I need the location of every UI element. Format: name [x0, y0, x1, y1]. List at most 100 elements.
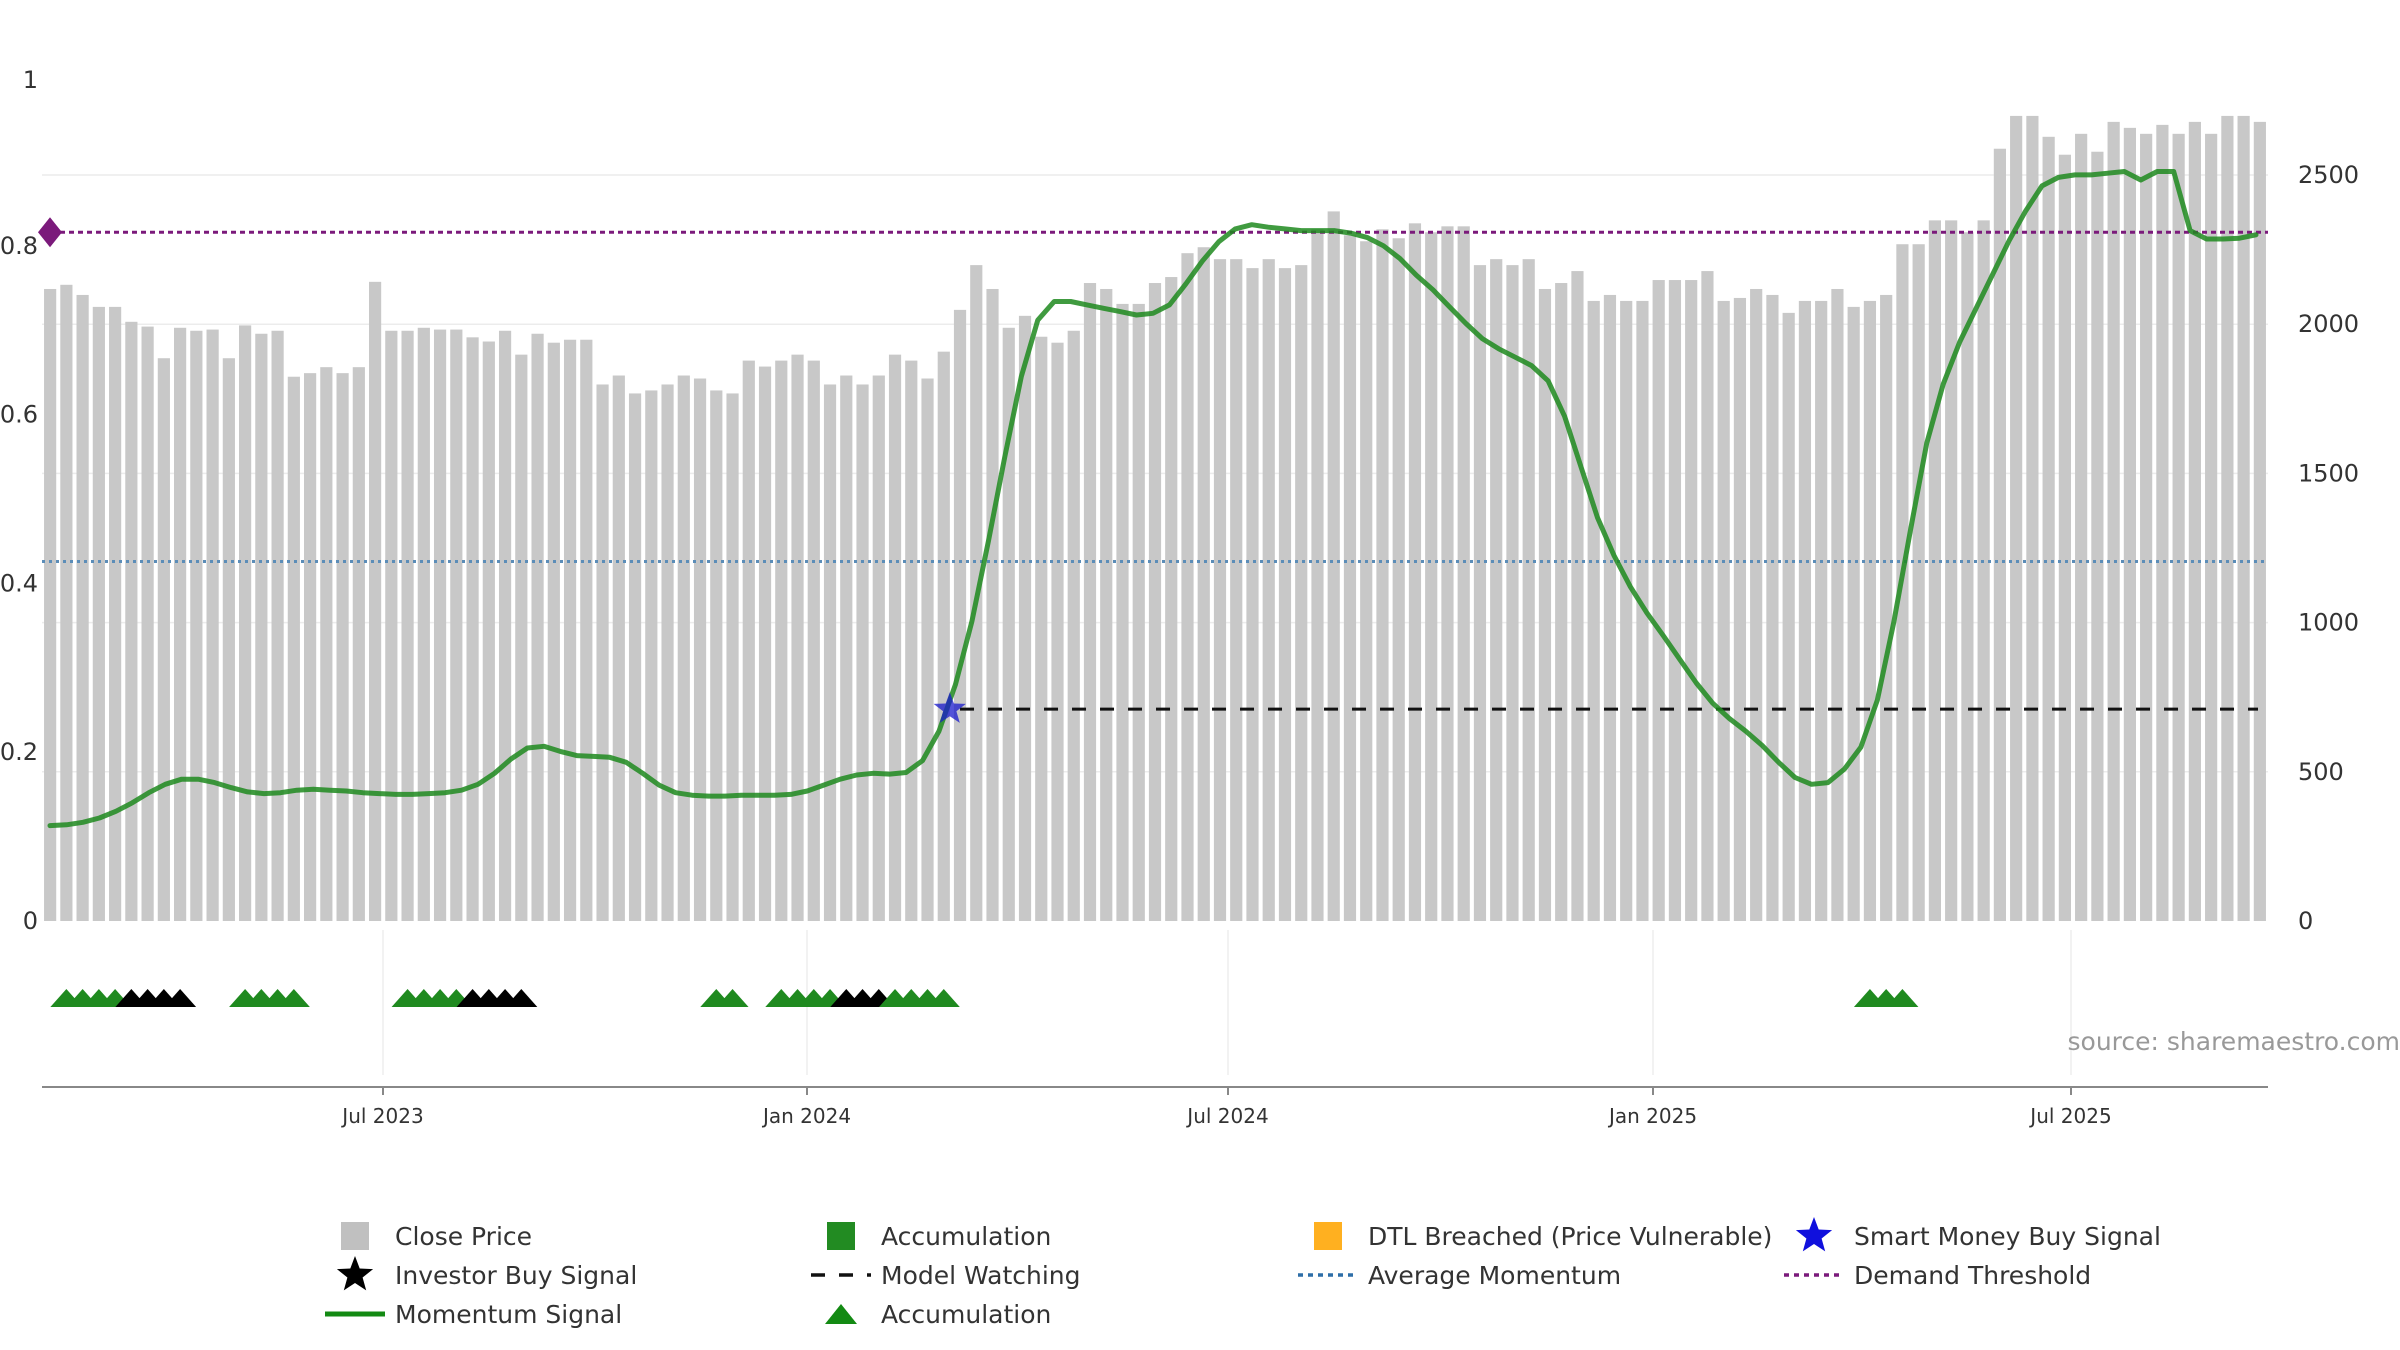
close-price-bar [433, 329, 447, 922]
close-price-bar [840, 375, 853, 922]
left-tick-label: 0.2 [0, 738, 38, 766]
close-price-bar [758, 366, 772, 921]
close-price-bar [2058, 154, 2071, 921]
close-price-bar [1733, 297, 1747, 921]
close-price-bar [742, 360, 755, 921]
close-price-bar [2075, 133, 2088, 921]
x-tick-label: Jan 2024 [761, 1104, 851, 1128]
close-price-bar [44, 288, 57, 922]
close-price-bar [466, 337, 479, 921]
close-price-bar [1457, 226, 1470, 921]
legend-item: Demand Threshold [1784, 1261, 2091, 1290]
close-price-bar [304, 373, 317, 922]
close-price-bar [726, 393, 739, 921]
close-price-bar [125, 321, 138, 921]
close-price-bar [1945, 220, 1958, 921]
close-price-bar [1571, 271, 1584, 921]
close-price-bar [1083, 283, 1097, 921]
close-price-bar [1522, 259, 1535, 921]
accumulation-marker [927, 989, 960, 1007]
demand-threshold-marker [38, 217, 62, 248]
axes: Jul 2023 Jan 2024 Jul 2024 Jan 2025 Jul 2025… [0, 66, 2400, 1128]
close-price-bar [547, 342, 560, 921]
accumulation-marker [716, 989, 749, 1007]
close-price-bar [2237, 115, 2250, 921]
close-price-bar [563, 339, 577, 921]
close-price-bar [1636, 300, 1649, 921]
close-price-bar [937, 351, 950, 921]
legend-label: DTL Breached (Price Vulnerable) [1368, 1222, 1772, 1251]
legend-swatch-square [341, 1222, 369, 1250]
close-price-bar [2205, 133, 2218, 921]
close-price-bar [239, 325, 252, 922]
close-price-bar [1798, 300, 1812, 921]
close-price-bar [417, 327, 430, 922]
accumulation-marker [1886, 989, 1919, 1007]
close-price-bar [450, 329, 463, 922]
close-price-bar [1360, 241, 1373, 921]
close-price-bar [1376, 229, 1389, 921]
close-price-bar [2156, 124, 2169, 922]
close-price-bar [921, 378, 934, 921]
close-price-bar [206, 329, 219, 922]
close-price-bar [1100, 288, 1113, 922]
close-price-bar [1473, 265, 1487, 921]
close-price-bar [1863, 300, 1877, 921]
close-price-bar [1002, 327, 1015, 922]
close-price-bar [76, 294, 89, 921]
close-price-bar [1880, 294, 1893, 921]
close-price-bar [661, 384, 674, 921]
close-price-bar [628, 393, 642, 921]
legend-label: Accumulation [881, 1300, 1051, 1329]
legend-item: Accumulation [827, 1222, 1051, 1251]
close-price-bar [775, 360, 788, 921]
close-price-bar [1327, 211, 1340, 922]
source-credit: source: sharemaestro.com [2068, 1027, 2400, 1056]
close-price-bar [1928, 220, 1942, 921]
right-tick-label: 0 [2298, 907, 2313, 935]
close-price-bar [872, 375, 885, 922]
x-tick-label: Jul 2023 [340, 1104, 423, 1128]
close-price-bar [1831, 288, 1844, 922]
close-price-bar [1197, 247, 1210, 922]
close-price-bar [2172, 133, 2185, 921]
legend-swatch-square [1314, 1222, 1342, 1250]
close-price-bar [596, 384, 609, 921]
x-tick-label: Jan 2025 [1607, 1104, 1697, 1128]
close-price-bar [1246, 268, 1259, 921]
x-tick-label: Jul 2025 [2028, 1104, 2111, 1128]
close-price-bar [807, 360, 820, 921]
close-price-bar [1961, 232, 1974, 922]
close-price-bar [255, 333, 268, 922]
close-price-bar [580, 339, 593, 921]
close-price-bar [953, 309, 967, 921]
legend-item: Close Price [341, 1222, 532, 1251]
momentum-signal-line [47, 169, 2259, 829]
right-tick-label: 2000 [2298, 310, 2359, 338]
right-tick-label: 2500 [2298, 161, 2359, 189]
close-price-bar [1035, 336, 1048, 921]
close-price-bar [1993, 148, 2006, 922]
close-price-bar [174, 327, 187, 922]
legend-swatch-star-icon [1795, 1217, 1833, 1252]
close-price-bar [1262, 259, 1275, 921]
close-price-bar [1912, 244, 1925, 921]
left-tick-label: 0.6 [0, 401, 38, 429]
close-price-bar [352, 367, 365, 922]
close-price-bar [1620, 300, 1633, 921]
close-price-bar [1132, 303, 1145, 921]
close-price-bar [677, 375, 690, 922]
close-price-bar [1668, 280, 1682, 921]
left-tick-label: 0.4 [0, 569, 38, 597]
legend-label: Accumulation [881, 1222, 1051, 1251]
close-price-bar [401, 330, 414, 922]
close-price-bar [1750, 288, 1763, 922]
legend-label: Model Watching [881, 1261, 1081, 1290]
close-price-bar [645, 390, 658, 921]
right-tick-label: 500 [2298, 758, 2344, 786]
legend-item: Momentum Signal [325, 1300, 622, 1329]
signal-markers [50, 989, 1919, 1007]
signal-lines [38, 169, 2268, 829]
x-tick-label: Jul 2024 [1185, 1104, 1268, 1128]
